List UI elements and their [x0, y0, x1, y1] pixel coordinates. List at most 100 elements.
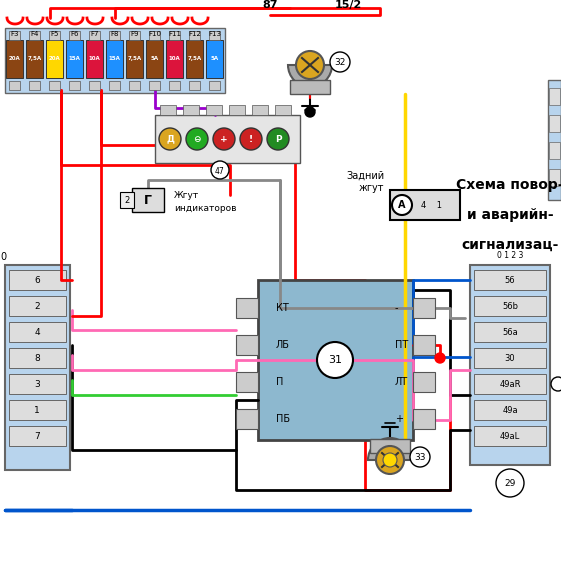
Wedge shape — [288, 65, 332, 87]
Bar — [109, 81, 120, 90]
Bar — [86, 40, 103, 78]
Text: F6: F6 — [70, 31, 79, 37]
Text: 5A: 5A — [150, 56, 159, 61]
Bar — [189, 81, 200, 90]
Text: 56b: 56b — [502, 301, 518, 310]
Text: 1: 1 — [34, 406, 40, 415]
Bar — [9, 81, 20, 90]
Text: Задний: Задний — [346, 171, 384, 181]
Circle shape — [317, 342, 353, 378]
Bar — [9, 426, 66, 446]
Circle shape — [213, 128, 235, 150]
Text: 7,5A: 7,5A — [27, 56, 42, 61]
Bar — [206, 105, 222, 115]
Bar — [189, 31, 200, 40]
Text: 15/2: 15/2 — [335, 0, 362, 10]
Bar — [370, 439, 410, 453]
Text: 7,5A: 7,5A — [127, 56, 141, 61]
Bar — [236, 409, 258, 429]
Bar — [413, 298, 435, 318]
Circle shape — [330, 52, 350, 72]
Text: П: П — [276, 377, 283, 387]
Text: 49a: 49a — [502, 406, 518, 415]
Text: 33: 33 — [414, 453, 426, 462]
Bar — [5, 265, 70, 470]
Bar — [474, 374, 546, 394]
Bar — [209, 31, 220, 40]
Text: F13: F13 — [208, 31, 221, 37]
Bar — [149, 81, 160, 90]
Circle shape — [240, 128, 262, 150]
Bar — [474, 296, 546, 316]
Text: 6: 6 — [34, 275, 40, 284]
Bar — [236, 372, 258, 392]
Text: 31: 31 — [328, 355, 342, 365]
Text: 4: 4 — [34, 328, 40, 337]
Text: +: + — [395, 414, 403, 424]
Text: 56: 56 — [505, 275, 516, 284]
Bar — [89, 31, 100, 40]
Bar — [470, 265, 550, 465]
Bar — [474, 400, 546, 420]
Text: F10: F10 — [148, 31, 161, 37]
Bar — [120, 192, 134, 208]
Circle shape — [186, 128, 208, 150]
Circle shape — [392, 195, 412, 215]
Bar — [236, 335, 258, 355]
Bar — [126, 40, 143, 78]
Text: Жгут: Жгут — [174, 191, 199, 200]
Bar — [129, 31, 140, 40]
Bar — [183, 105, 199, 115]
Text: 49aR: 49aR — [499, 379, 521, 389]
Circle shape — [211, 161, 229, 179]
Text: 15A: 15A — [68, 56, 80, 61]
Bar — [6, 40, 23, 78]
Circle shape — [410, 447, 430, 467]
Bar — [186, 40, 203, 78]
Bar — [66, 40, 83, 78]
Bar — [149, 31, 160, 40]
Text: F11: F11 — [168, 31, 181, 37]
Bar — [413, 372, 435, 392]
Bar — [275, 105, 291, 115]
Bar — [29, 31, 40, 40]
Circle shape — [267, 128, 289, 150]
Wedge shape — [368, 438, 412, 460]
Bar — [9, 296, 66, 316]
Text: F7: F7 — [90, 31, 99, 37]
Bar — [548, 80, 561, 200]
Circle shape — [159, 128, 181, 150]
Bar — [46, 40, 63, 78]
Text: ПТ: ПТ — [395, 340, 408, 350]
Bar — [146, 40, 163, 78]
Text: КТ: КТ — [276, 303, 289, 313]
Text: Р: Р — [275, 135, 281, 144]
Text: 3: 3 — [34, 379, 40, 389]
Bar — [129, 81, 140, 90]
Circle shape — [296, 51, 324, 79]
Bar — [132, 188, 164, 212]
Bar — [9, 270, 66, 290]
Bar — [413, 335, 435, 355]
Bar — [474, 426, 546, 446]
Text: 7: 7 — [34, 431, 40, 440]
Text: 32: 32 — [334, 57, 346, 67]
Bar — [69, 31, 80, 40]
Text: 10A: 10A — [89, 56, 100, 61]
Bar — [390, 190, 460, 220]
Text: 8: 8 — [34, 353, 40, 362]
Text: 2: 2 — [34, 301, 40, 310]
Text: 56a: 56a — [502, 328, 518, 337]
Text: 5A: 5A — [210, 56, 219, 61]
Bar — [209, 81, 220, 90]
Text: F8: F8 — [111, 31, 119, 37]
Text: F3: F3 — [10, 31, 19, 37]
Text: 49aL: 49aL — [500, 431, 520, 440]
Bar — [549, 142, 560, 159]
Bar — [236, 298, 258, 318]
Bar — [474, 270, 546, 290]
Circle shape — [496, 469, 524, 497]
Bar — [229, 105, 245, 115]
Bar — [89, 81, 100, 90]
Text: 4    1: 4 1 — [421, 200, 443, 209]
